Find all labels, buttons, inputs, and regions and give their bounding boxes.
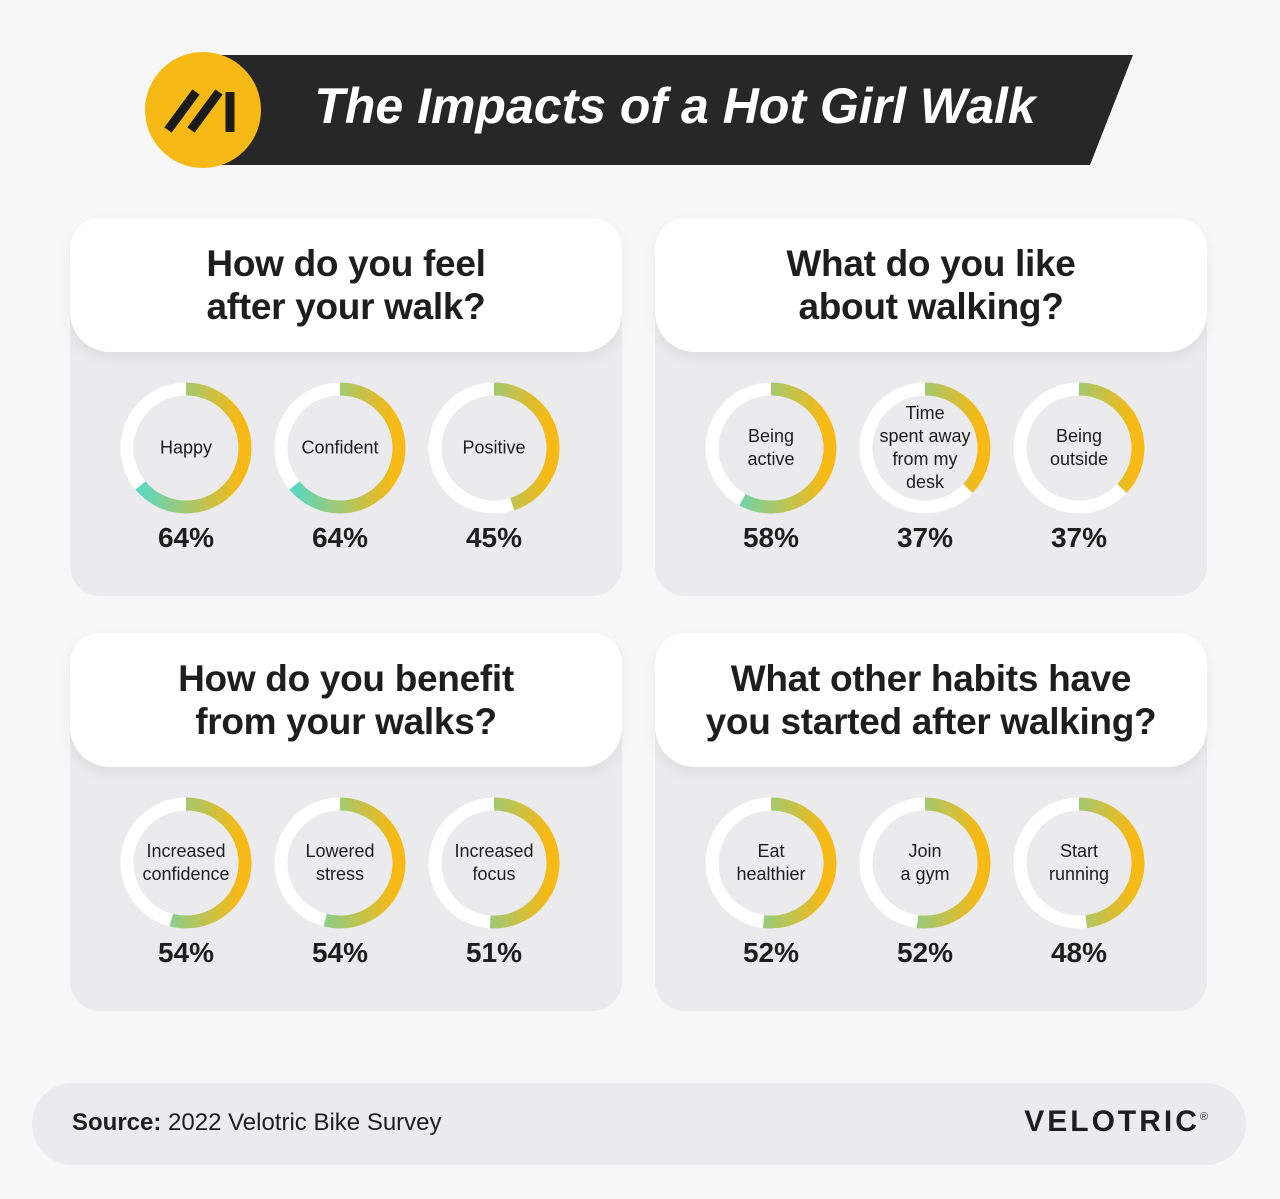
title-bar bbox=[200, 55, 1133, 165]
ring-label: Increased focus bbox=[454, 841, 534, 884]
panel-title: How do you benefit from your walks? bbox=[178, 658, 514, 742]
panel-title: What other habits have you started after… bbox=[705, 658, 1157, 742]
ring-label: Time spent away from my desk bbox=[879, 403, 971, 492]
panel-header: How do you benefit from your walks? bbox=[70, 633, 622, 767]
ring-label: Start running bbox=[1048, 841, 1110, 884]
ring-label: Eat healthier bbox=[736, 841, 806, 884]
panel: What other habits have you started after… bbox=[655, 633, 1207, 1011]
value-label: 48% bbox=[1050, 937, 1108, 968]
value-label: 54% bbox=[157, 937, 215, 968]
value-label: 45% bbox=[465, 522, 523, 553]
ring-arc bbox=[274, 797, 406, 929]
header: The Impacts of a Hot Girl Walk bbox=[145, 52, 1133, 168]
ring-arc bbox=[705, 382, 837, 514]
ring-arc bbox=[428, 382, 560, 514]
ring-label: Being outside bbox=[1049, 426, 1109, 469]
value-label: 54% bbox=[311, 937, 369, 968]
ring-arc bbox=[859, 797, 991, 929]
value-label: 37% bbox=[1050, 522, 1108, 553]
donut bbox=[705, 797, 837, 929]
ring-arc bbox=[1013, 382, 1145, 514]
ring-label: Confident bbox=[301, 437, 379, 458]
ring-arc bbox=[705, 797, 837, 929]
ring-label: Positive bbox=[462, 437, 526, 458]
ring-arc bbox=[120, 382, 252, 514]
panel-header: How do you feel after your walk? bbox=[70, 218, 622, 352]
ring-label: Being active bbox=[747, 426, 795, 469]
ring-arc bbox=[274, 382, 406, 514]
panel-title: What do you like about walking? bbox=[786, 243, 1076, 327]
ring-label: Happy bbox=[159, 437, 213, 458]
panel: What do you like about walking? Being act… bbox=[655, 218, 1207, 596]
value-label: 37% bbox=[896, 522, 954, 553]
donut bbox=[705, 382, 837, 514]
ring-arc bbox=[1013, 797, 1145, 929]
donut bbox=[274, 382, 406, 514]
ring-arc bbox=[428, 797, 560, 929]
brand: VELOTRIC® bbox=[1024, 1105, 1208, 1139]
donut bbox=[274, 797, 406, 929]
value-label: 64% bbox=[157, 522, 215, 553]
panel-header: What do you like about walking? bbox=[655, 218, 1207, 352]
source-label: Source: bbox=[72, 1109, 162, 1136]
donut bbox=[1013, 382, 1145, 514]
donut bbox=[1013, 797, 1145, 929]
logo-mark bbox=[164, 89, 235, 133]
donut bbox=[120, 797, 252, 929]
source-text: 2022 Velotric Bike Survey bbox=[168, 1109, 442, 1136]
value-label: 58% bbox=[742, 522, 800, 553]
panel: How do you feel after your walk? Happy 64%… bbox=[70, 218, 622, 596]
value-label: 52% bbox=[896, 937, 954, 968]
page-title: The Impacts of a Hot Girl Walk bbox=[314, 78, 1038, 134]
donut bbox=[859, 797, 991, 929]
panel-title: How do you feel after your walk? bbox=[206, 243, 486, 327]
donut bbox=[428, 382, 560, 514]
donut bbox=[859, 382, 991, 514]
ring-label: Lowered stress bbox=[305, 841, 375, 884]
donut bbox=[120, 382, 252, 514]
panel: How do you benefit from your walks? Incre… bbox=[70, 633, 622, 1011]
source: Source: 2022 Velotric Bike Survey bbox=[72, 1109, 442, 1137]
ring-label: Increased confidence bbox=[142, 841, 230, 884]
panel-header: What other habits have you started after… bbox=[655, 633, 1207, 767]
footer: Source: 2022 Velotric Bike Survey VELOTR… bbox=[32, 1083, 1246, 1165]
brand-mark: ® bbox=[1199, 1111, 1208, 1123]
brand-name: VELOTRIC bbox=[1024, 1105, 1200, 1138]
ring-label: Join a gym bbox=[900, 841, 950, 884]
ring-arc bbox=[120, 797, 252, 929]
donut bbox=[428, 797, 560, 929]
ring-arc bbox=[859, 382, 991, 514]
value-label: 51% bbox=[465, 937, 523, 968]
value-label: 52% bbox=[742, 937, 800, 968]
value-label: 64% bbox=[311, 522, 369, 553]
